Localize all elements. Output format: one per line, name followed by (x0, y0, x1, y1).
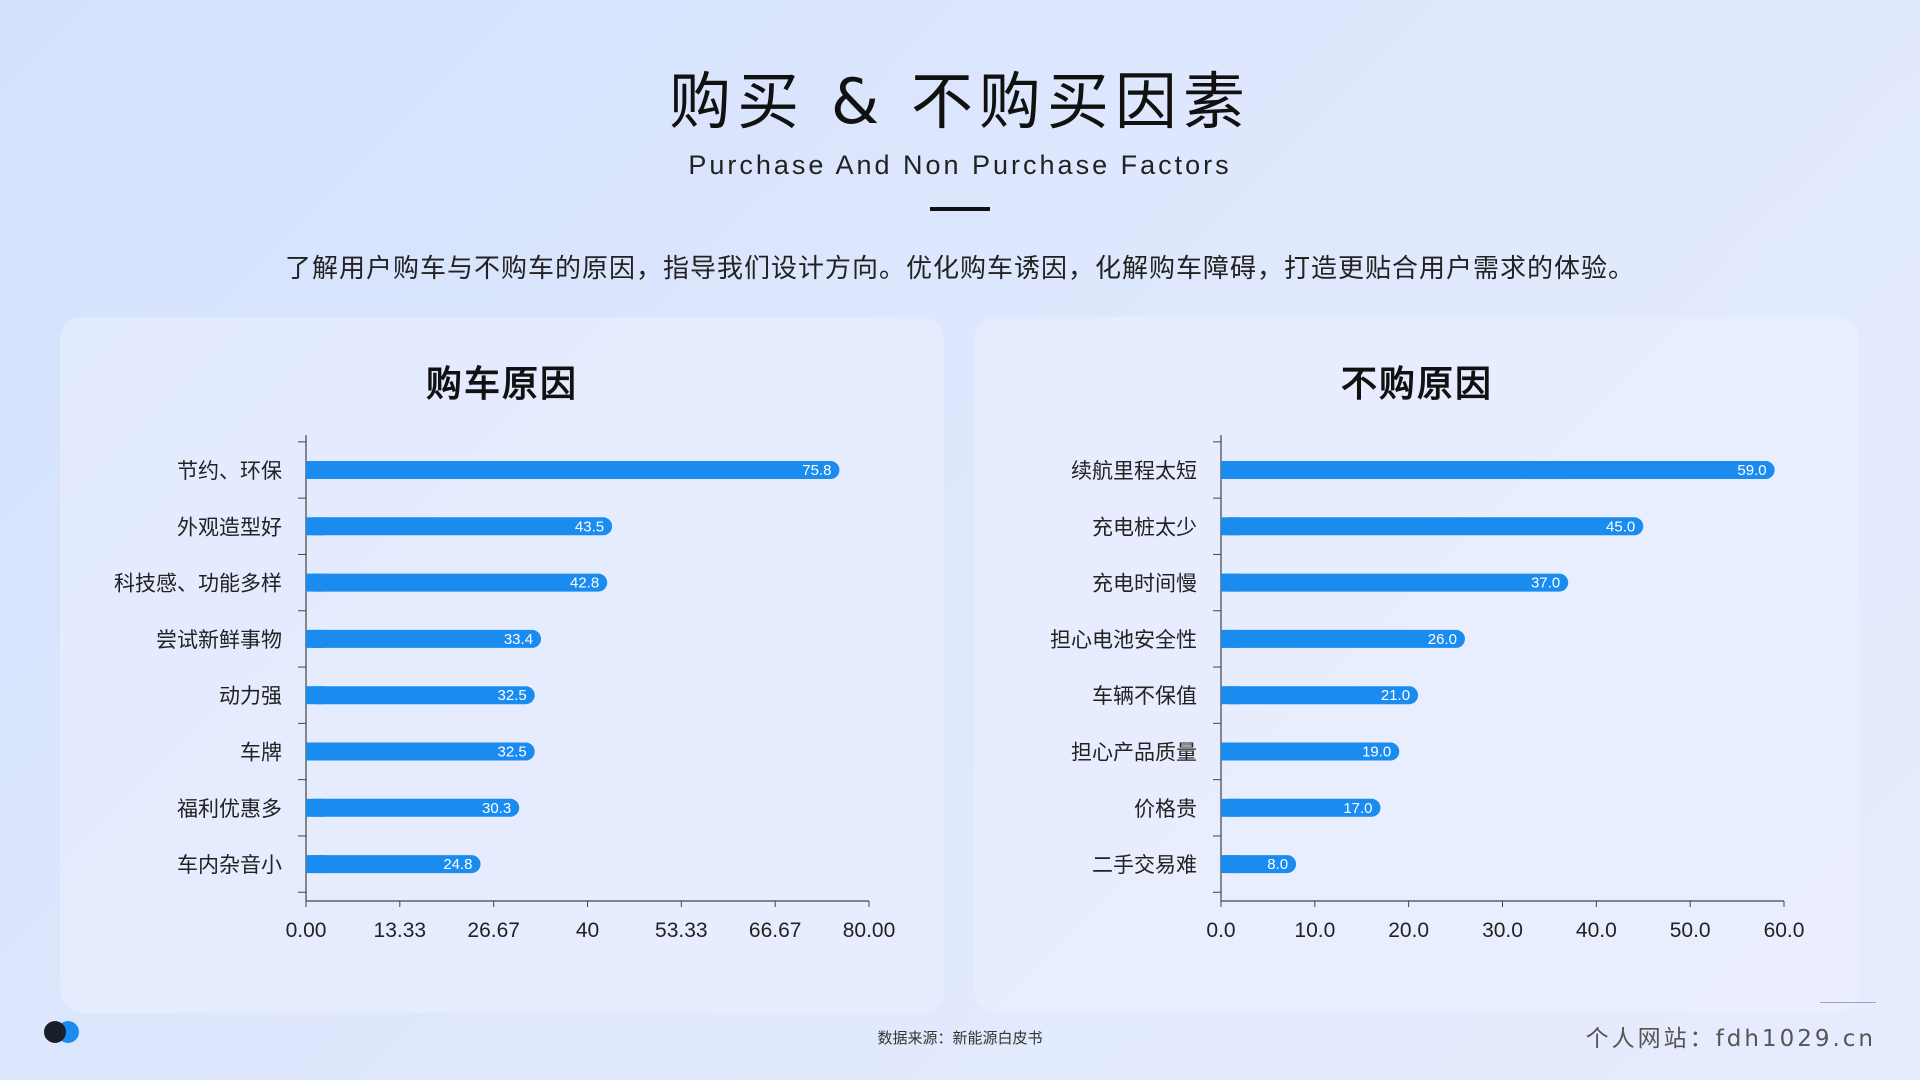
x-tick-label: 40.0 (1576, 919, 1617, 942)
bar-value-label: 42.8 (570, 575, 599, 592)
bar-left-cap (306, 798, 324, 817)
bar-value-label: 17.0 (1343, 800, 1372, 817)
bar-value-label: 43.5 (575, 518, 604, 535)
bar (306, 855, 481, 874)
page-description: 了解用户购车与不购车的原因，指导我们设计方向。优化购车诱因，化解购车障碍，打造更… (284, 254, 1635, 284)
category-label: 续航里程太短 (1071, 459, 1197, 483)
page-subtitle: Purchase And Non Purchase Factors (688, 150, 1232, 180)
bar (1221, 573, 1569, 592)
data-source-note: 数据来源：新能源白皮书 (877, 1029, 1043, 1047)
bar-value-label: 8.0 (1267, 856, 1288, 873)
bar-left-cap (306, 855, 324, 874)
bar (1221, 461, 1775, 479)
x-tick-label: 50.0 (1670, 919, 1711, 942)
x-tick-label: 13.33 (374, 919, 427, 942)
bar-left-cap (1221, 686, 1239, 705)
title-divider (930, 207, 990, 211)
category-label: 充电桩太少 (1092, 515, 1197, 539)
category-label: 外观造型好 (177, 515, 282, 539)
bar (1221, 517, 1644, 536)
bar (1221, 629, 1465, 648)
bar (306, 517, 613, 536)
bar (306, 742, 535, 761)
bar-left-cap (1221, 742, 1239, 761)
bar-left-cap (1221, 855, 1239, 874)
non-purchase-reasons-chart-title: 不购原因 (1340, 364, 1493, 405)
x-tick-label: 66.67 (749, 919, 802, 942)
x-tick-label: 20.0 (1388, 919, 1429, 942)
bar-left-cap (1221, 798, 1239, 817)
bar-left-cap (306, 629, 324, 648)
category-label: 节约、环保 (177, 459, 282, 483)
bar (1221, 855, 1297, 874)
x-tick-label: 0.00 (286, 919, 327, 942)
personal-website-link[interactable]: 个人网站：fdh1029.cn (1585, 1026, 1876, 1052)
category-label: 车牌 (240, 741, 282, 765)
bar-value-label: 30.3 (482, 800, 511, 817)
bar-value-label: 45.0 (1606, 518, 1635, 535)
category-label: 科技感、功能多样 (114, 572, 282, 596)
purchase-reasons-chart: 0.00 13.33 26.67 40 53.33 66.67 80.00 节约、环保 75.8… (114, 435, 896, 942)
category-label: 车辆不保值 (1092, 684, 1197, 708)
logo-dark-dot (44, 1021, 66, 1043)
bar-left-cap (1221, 629, 1239, 648)
bar-left-cap (306, 742, 324, 761)
bar (306, 629, 542, 648)
bar-value-label: 26.0 (1428, 631, 1457, 648)
bar (306, 573, 608, 592)
bar-value-label: 33.4 (504, 631, 533, 648)
bar (306, 798, 520, 817)
x-tick-label: 40 (576, 919, 599, 942)
category-label: 福利优惠多 (177, 797, 282, 821)
bar-value-label: 37.0 (1531, 575, 1560, 592)
bar (306, 461, 840, 479)
bar (306, 686, 535, 705)
page-title: 购买 & 不购买因素 (669, 65, 1251, 138)
x-tick-label: 80.00 (843, 919, 896, 942)
non-purchase-reasons-panel: 不购原因 0.0 10.0 20.0 30.0 40.0 50.0 60.0 续航里程太短 59… (975, 317, 1859, 1013)
bar-left-cap (306, 517, 324, 536)
x-tick-label: 30.0 (1482, 919, 1523, 942)
bar-value-label: 32.5 (498, 687, 527, 704)
x-tick-label: 60.0 (1764, 919, 1805, 942)
non-purchase-reasons-chart: 0.0 10.0 20.0 30.0 40.0 50.0 60.0 续航里程太短 59.0 充电桩… (1050, 435, 1805, 942)
bar-left-cap (1221, 573, 1239, 592)
bar-value-label: 75.8 (802, 462, 831, 479)
bar (1221, 686, 1419, 705)
bar-value-label: 32.5 (498, 744, 527, 761)
category-label: 价格贵 (1134, 797, 1197, 821)
bar-value-label: 19.0 (1362, 744, 1391, 761)
x-tick-label: 10.0 (1294, 919, 1335, 942)
bar-left-cap (306, 686, 324, 705)
category-label: 担心产品质量 (1071, 741, 1197, 765)
category-label: 尝试新鲜事物 (156, 628, 282, 652)
category-label: 担心电池安全性 (1050, 628, 1197, 652)
purchase-reasons-panel: 购车原因 0.00 13.33 26.67 40 53.33 66.67 80.00 节约、环… (60, 317, 944, 1013)
category-label: 二手交易难 (1092, 853, 1197, 877)
bar-value-label: 24.8 (443, 856, 472, 873)
bar-left-cap (306, 461, 324, 479)
bar-value-label: 59.0 (1737, 462, 1766, 479)
bar-left-cap (1221, 461, 1239, 479)
corner-decoration-line (1820, 1002, 1876, 1003)
x-tick-label: 26.67 (467, 919, 520, 942)
bar-left-cap (306, 573, 324, 592)
category-label: 车内杂音小 (177, 853, 282, 877)
bar (1221, 798, 1381, 817)
x-tick-label: 53.33 (655, 919, 708, 942)
category-label: 动力强 (219, 684, 282, 708)
bar (1221, 742, 1400, 761)
bar-left-cap (1221, 517, 1239, 536)
purchase-reasons-chart-title: 购车原因 (425, 364, 578, 405)
x-tick-label: 0.0 (1206, 919, 1235, 942)
bar-value-label: 21.0 (1381, 687, 1410, 704)
brand-logo (44, 1021, 84, 1045)
category-label: 充电时间慢 (1092, 572, 1197, 596)
